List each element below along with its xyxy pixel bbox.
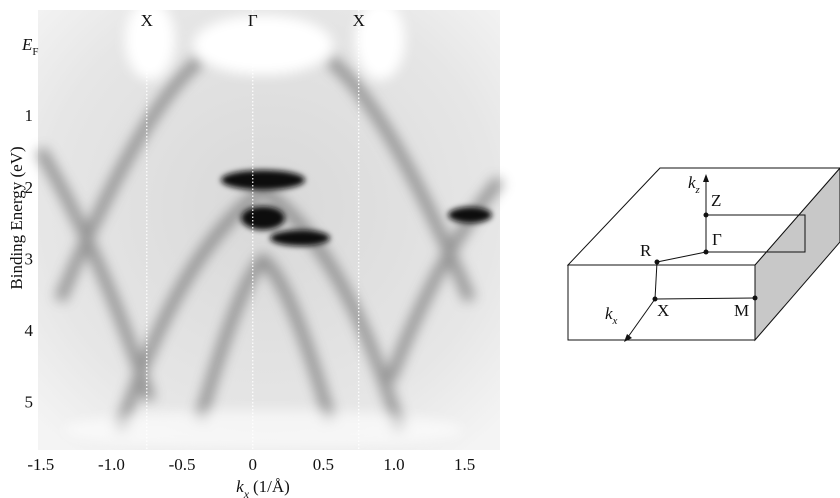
x-tick-label: 0 — [249, 455, 258, 474]
page: {"figure": { "y_label": "Binding Energy … — [0, 0, 840, 498]
bz-diagram: kz kx Z Γ R X M — [568, 168, 840, 342]
y-tick-label: EF — [21, 35, 39, 58]
point-label: M — [734, 301, 749, 320]
y-tick-label: 1 — [25, 106, 34, 125]
x-label-subscript: x — [243, 487, 250, 498]
x-tick-label: -1.5 — [27, 455, 54, 474]
x-tick-label: 1.0 — [383, 455, 404, 474]
y-tick-label: 3 — [25, 249, 34, 268]
y-tick-label: 5 — [25, 392, 34, 411]
y-tick-subscript: F — [32, 45, 38, 57]
arpes-image — [38, 0, 500, 450]
x-tick-label: 1.5 — [454, 455, 475, 474]
symmetry-label: X — [141, 11, 153, 30]
y-axis-label: Binding Energy (eV) — [7, 146, 26, 289]
kz-subscript: z — [695, 184, 701, 196]
x-tick-label: -0.5 — [169, 455, 196, 474]
point-label: R — [640, 241, 652, 260]
point-label: Γ — [712, 230, 722, 249]
figure: Binding Energy (eV) kx(1/Å) kz kx Z Γ R … — [0, 0, 840, 498]
point-label: Z — [711, 191, 721, 210]
x-label-unit: (1/Å) — [253, 477, 290, 496]
symmetry-label: X — [353, 11, 365, 30]
x-axis-label: kx(1/Å) — [236, 477, 290, 498]
symmetry-label: Γ — [248, 11, 258, 30]
x-tick-label: 0.5 — [313, 455, 334, 474]
x-tick-label: -1.0 — [98, 455, 125, 474]
point-label: X — [657, 301, 669, 320]
kx-subscript: x — [612, 315, 618, 327]
y-tick-label: 2 — [25, 178, 34, 197]
y-tick-label: 4 — [25, 321, 34, 340]
y-tick-symbol: E — [21, 35, 33, 54]
